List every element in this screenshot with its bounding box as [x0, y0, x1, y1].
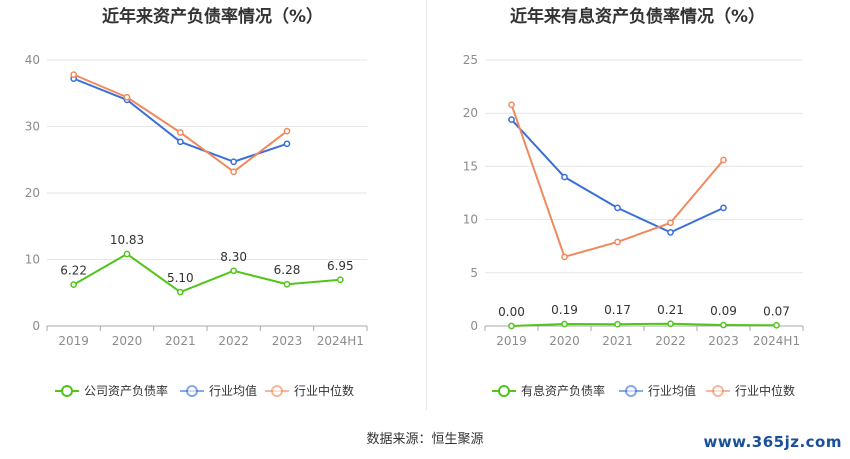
data-point[interactable] [230, 158, 238, 166]
series-line-2 [510, 104, 725, 258]
y-tick-label: 20 [25, 186, 40, 200]
data-point[interactable] [614, 204, 621, 212]
data-point[interactable] [720, 321, 727, 329]
data-point[interactable] [283, 280, 291, 288]
data-label: 5.10 [167, 271, 194, 285]
legend-item[interactable]: 有息资产负债率 [492, 383, 605, 398]
data-point[interactable] [70, 281, 78, 288]
data-point[interactable] [561, 320, 568, 328]
chart-right: 0 5 10 15 20 25 2019 2020 2021 2022 2023 2024H1 0.00… [463, 53, 804, 398]
data-point[interactable] [667, 229, 674, 236]
legend-marker-icon [712, 385, 724, 397]
data-label: 6.22 [60, 264, 87, 278]
y-tick-label: 10 [463, 213, 478, 227]
x-tick-label: 2024H1 [753, 334, 800, 348]
data-point[interactable] [336, 276, 344, 284]
y-tick-label: 30 [25, 120, 40, 134]
data-point[interactable] [123, 93, 131, 101]
legend-item[interactable]: 行业中位数 [265, 383, 354, 398]
data-point[interactable] [230, 267, 238, 275]
x-tick-label: 2020 [112, 334, 143, 348]
x-tick-label: 2023 [708, 334, 739, 348]
data-label: 0.19 [551, 303, 578, 317]
data-label: 6.28 [274, 263, 301, 277]
data-point[interactable] [720, 204, 727, 212]
data-point[interactable] [176, 129, 184, 136]
data-point[interactable] [614, 238, 621, 246]
data-point[interactable] [508, 101, 515, 109]
y-tick-label: 20 [463, 106, 478, 120]
legend-label: 行业均值 [648, 383, 696, 398]
chart-title-interest-debt-ratio: 近年来有息资产负债率情况（%） [509, 7, 766, 27]
legend-item[interactable]: 行业均值 [180, 383, 257, 398]
series-line-1 [510, 118, 724, 234]
legend-label: 行业中位数 [735, 383, 795, 398]
series-line-0 [511, 322, 777, 327]
legend-marker-icon [61, 385, 73, 397]
x-tick-label: 2020 [549, 334, 580, 348]
series-line-2 [73, 73, 288, 173]
series-line-1 [73, 77, 288, 163]
x-tick-label: 2019 [496, 334, 527, 348]
data-point[interactable] [561, 253, 568, 261]
legend-item[interactable]: 行业中位数 [706, 383, 795, 398]
legend-label: 有息资产负债率 [521, 383, 605, 398]
data-point[interactable] [773, 321, 780, 329]
data-label: 0.00 [498, 305, 525, 319]
x-tick-label: 2022 [655, 334, 686, 348]
x-tick-label: 2021 [165, 334, 196, 348]
y-tick-label: 5 [470, 266, 478, 280]
data-label: 10.83 [110, 233, 144, 247]
data-point[interactable] [720, 156, 727, 164]
legend-label: 行业中位数 [294, 383, 354, 398]
chart-divider [426, 0, 427, 410]
data-label: 0.17 [604, 303, 631, 317]
data-point[interactable] [508, 116, 515, 123]
data-label: 8.30 [220, 250, 247, 264]
data-point[interactable] [283, 127, 291, 135]
legend-label: 行业均值 [209, 383, 257, 398]
data-point[interactable] [614, 320, 621, 328]
data-point[interactable] [667, 219, 674, 227]
data-source-note: 数据来源：恒生聚源 [366, 432, 484, 447]
legend-marker-icon [271, 385, 283, 397]
data-label: 0.07 [763, 304, 790, 318]
data-label: 6.95 [327, 259, 354, 273]
data-point[interactable] [283, 140, 291, 148]
x-tick-label: 2023 [272, 334, 303, 348]
y-tick-label: 40 [25, 53, 40, 67]
x-tick-label: 2019 [58, 334, 89, 348]
data-point[interactable] [123, 250, 131, 258]
legend-item[interactable]: 行业均值 [619, 383, 696, 398]
legend-marker-icon [498, 385, 510, 397]
legend-label: 公司资产负债率 [84, 383, 168, 398]
y-tick-label: 0 [32, 319, 40, 333]
data-point[interactable] [230, 168, 238, 176]
data-point[interactable] [176, 138, 184, 146]
data-point[interactable] [70, 71, 78, 78]
x-tick-label: 2022 [218, 334, 249, 348]
data-point[interactable] [176, 288, 184, 296]
y-tick-label: 10 [25, 253, 40, 267]
series-line-0 [73, 252, 341, 294]
data-point[interactable] [508, 322, 515, 330]
legend-marker-icon [625, 385, 637, 397]
data-label: 0.21 [657, 303, 684, 317]
chart-title-debt-ratio: 近年来资产负债率情况（%） [101, 7, 324, 27]
legend-marker-icon [186, 385, 198, 397]
data-point[interactable] [561, 173, 568, 181]
x-tick-label: 2024H1 [317, 334, 364, 348]
data-point[interactable] [667, 320, 674, 328]
x-tick-label: 2021 [602, 334, 633, 348]
y-tick-label: 0 [470, 319, 478, 333]
data-label: 0.09 [710, 304, 737, 318]
y-tick-label: 15 [463, 159, 478, 173]
watermark: www.365jz.com [703, 433, 842, 451]
chart-left: 0 10 20 30 40 2019 2020 2021 2022 2023 2024H1 6.22 1… [25, 53, 368, 398]
y-tick-label: 25 [463, 53, 478, 67]
legend-item[interactable]: 公司资产负债率 [55, 383, 168, 398]
